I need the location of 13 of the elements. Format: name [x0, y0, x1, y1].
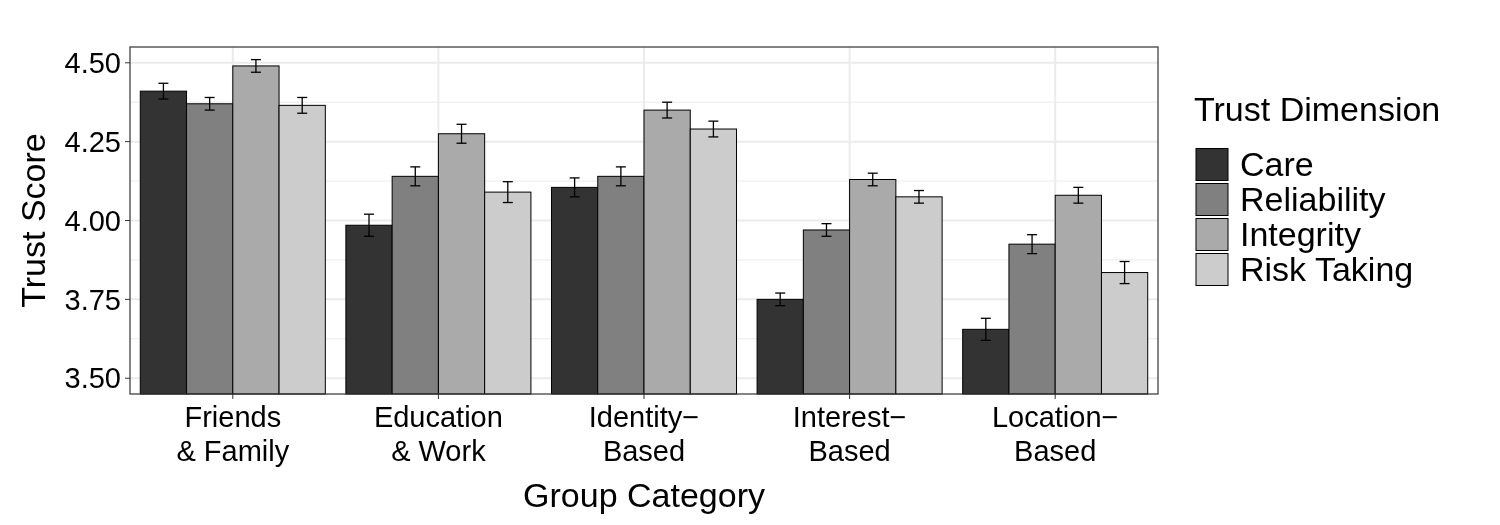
y-tick-label: 4.50 — [64, 46, 121, 79]
y-axis-title: Trust Score — [14, 133, 52, 308]
y-tick-label: 4.25 — [64, 125, 121, 158]
y-tick-label: 3.50 — [64, 362, 121, 395]
y-tick-label: 4.00 — [64, 204, 121, 237]
x-axis-title: Group Category — [523, 476, 765, 514]
x-tick-label: Education & Work — [373, 401, 503, 467]
x-tick-label: Identity− Based — [588, 401, 700, 467]
x-tick-label: Location− Based — [991, 401, 1119, 467]
y-tick-label: 3.75 — [64, 283, 121, 316]
legend-title: Trust Dimension — [1194, 89, 1441, 128]
x-tick-label: Interest− Based — [792, 401, 907, 467]
x-tick-label: Friends & Family — [176, 401, 290, 467]
